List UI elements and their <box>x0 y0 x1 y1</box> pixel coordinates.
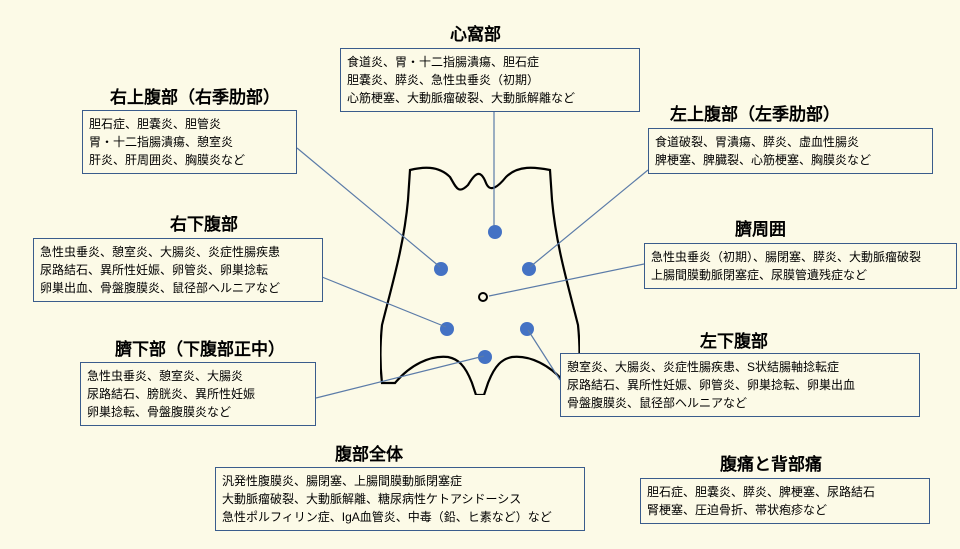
box-sub-umbilical: 急性虫垂炎、憩室炎、大腸炎 尿路結石、膀胱炎、異所性妊娠 卵巣捻転、骨盤腹膜炎な… <box>80 362 316 426</box>
box-line: 急性虫垂炎（初期）、腸閉塞、膵炎、大動脈瘤破裂 <box>651 248 950 266</box>
box-line: 脾梗塞、脾臓裂、心筋梗塞、胸膜炎など <box>655 151 926 169</box>
box-line: 卵巣捻転、骨盤腹膜炎など <box>87 403 309 421</box>
box-right-lower: 急性虫垂炎、憩室炎、大腸炎、炎症性腸疾患 尿路結石、異所性妊娠、卵管炎、卵巣捻転… <box>33 238 323 302</box>
box-line: 心筋梗塞、大動脈瘤破裂、大動脈解離など <box>347 89 633 107</box>
title-left-lower: 左下腹部 <box>700 327 768 352</box>
box-line: 卵巣出血、骨盤腹膜炎、鼠径部ヘルニアなど <box>40 279 316 297</box>
box-line: 大動脈瘤破裂、大動脈解離、糖尿病性ケトアシドーシス <box>222 490 578 508</box>
navel-marker <box>478 292 488 302</box>
box-line: 胃・十二指腸潰瘍、憩室炎 <box>89 133 290 151</box>
box-line: 食道炎、胃・十二指腸潰瘍、胆石症 <box>347 53 633 71</box>
box-line: 汎発性腹膜炎、腸閉塞、上腸間膜動脈閉塞症 <box>222 472 578 490</box>
dot-sub-umbilical <box>478 350 492 364</box>
box-periumbilical: 急性虫垂炎（初期）、腸閉塞、膵炎、大動脈瘤破裂 上腸間膜動脈閉塞症、尿膜管遺残症… <box>644 243 957 289</box>
box-left-lower: 憩室炎、大腸炎、炎症性腸疾患、S状結腸軸捻転症 尿路結石、異所性妊娠、卵管炎、卵… <box>560 353 920 417</box>
title-right-upper: 右上腹部（右季肋部） <box>110 83 280 108</box>
title-right-lower: 右下腹部 <box>170 210 238 235</box>
title-left-upper: 左上腹部（左季肋部） <box>670 100 840 125</box>
title-back-pain: 腹痛と背部痛 <box>720 450 822 475</box>
box-line: 胆石症、胆嚢炎、膵炎、脾梗塞、尿路結石 <box>647 483 923 501</box>
box-line: 腎梗塞、圧迫骨折、帯状疱疹など <box>647 501 923 519</box>
box-line: 憩室炎、大腸炎、炎症性腸疾患、S状結腸軸捻転症 <box>567 358 913 376</box>
box-line: 胆石症、胆嚢炎、胆管炎 <box>89 115 290 133</box>
box-line: 胆嚢炎、膵炎、急性虫垂炎（初期） <box>347 71 633 89</box>
box-back-pain: 胆石症、胆嚢炎、膵炎、脾梗塞、尿路結石 腎梗塞、圧迫骨折、帯状疱疹など <box>640 478 930 524</box>
box-whole-abdomen: 汎発性腹膜炎、腸閉塞、上腸間膜動脈閉塞症 大動脈瘤破裂、大動脈解離、糖尿病性ケト… <box>215 467 585 531</box>
box-epigastric: 食道炎、胃・十二指腸潰瘍、胆石症 胆嚢炎、膵炎、急性虫垂炎（初期） 心筋梗塞、大… <box>340 48 640 112</box>
box-line: 尿路結石、異所性妊娠、卵管炎、卵巣捻転 <box>40 261 316 279</box>
box-line: 肝炎、肝周囲炎、胸膜炎など <box>89 151 290 169</box>
dot-left-lower <box>520 322 534 336</box>
dot-right-upper <box>434 262 448 276</box>
box-line: 食道破裂、胃潰瘍、膵炎、虚血性腸炎 <box>655 133 926 151</box>
box-line: 急性虫垂炎、憩室炎、大腸炎、炎症性腸疾患 <box>40 243 316 261</box>
title-periumbilical: 臍周囲 <box>735 215 786 240</box>
box-line: 尿路結石、異所性妊娠、卵管炎、卵巣捻転、卵巣出血 <box>567 376 913 394</box>
box-line: 急性ポルフィリン症、IgA血管炎、中毒（鉛、ヒ素など）など <box>222 508 578 526</box>
title-epigastric: 心窩部 <box>450 20 501 45</box>
box-line: 上腸間膜動脈閉塞症、尿膜管遺残症など <box>651 266 950 284</box>
box-line: 急性虫垂炎、憩室炎、大腸炎 <box>87 367 309 385</box>
title-whole-abdomen: 腹部全体 <box>335 440 403 465</box>
dot-left-upper <box>522 262 536 276</box>
box-line: 骨盤腹膜炎、鼠径部ヘルニアなど <box>567 394 913 412</box>
box-line: 尿路結石、膀胱炎、異所性妊娠 <box>87 385 309 403</box>
box-right-upper: 胆石症、胆嚢炎、胆管炎 胃・十二指腸潰瘍、憩室炎 肝炎、肝周囲炎、胸膜炎など <box>82 110 297 174</box>
title-sub-umbilical: 臍下部（下腹部正中） <box>115 335 285 360</box>
dot-right-lower <box>440 322 454 336</box>
box-left-upper: 食道破裂、胃潰瘍、膵炎、虚血性腸炎 脾梗塞、脾臓裂、心筋梗塞、胸膜炎など <box>648 128 933 174</box>
dot-epigastric <box>488 225 502 239</box>
